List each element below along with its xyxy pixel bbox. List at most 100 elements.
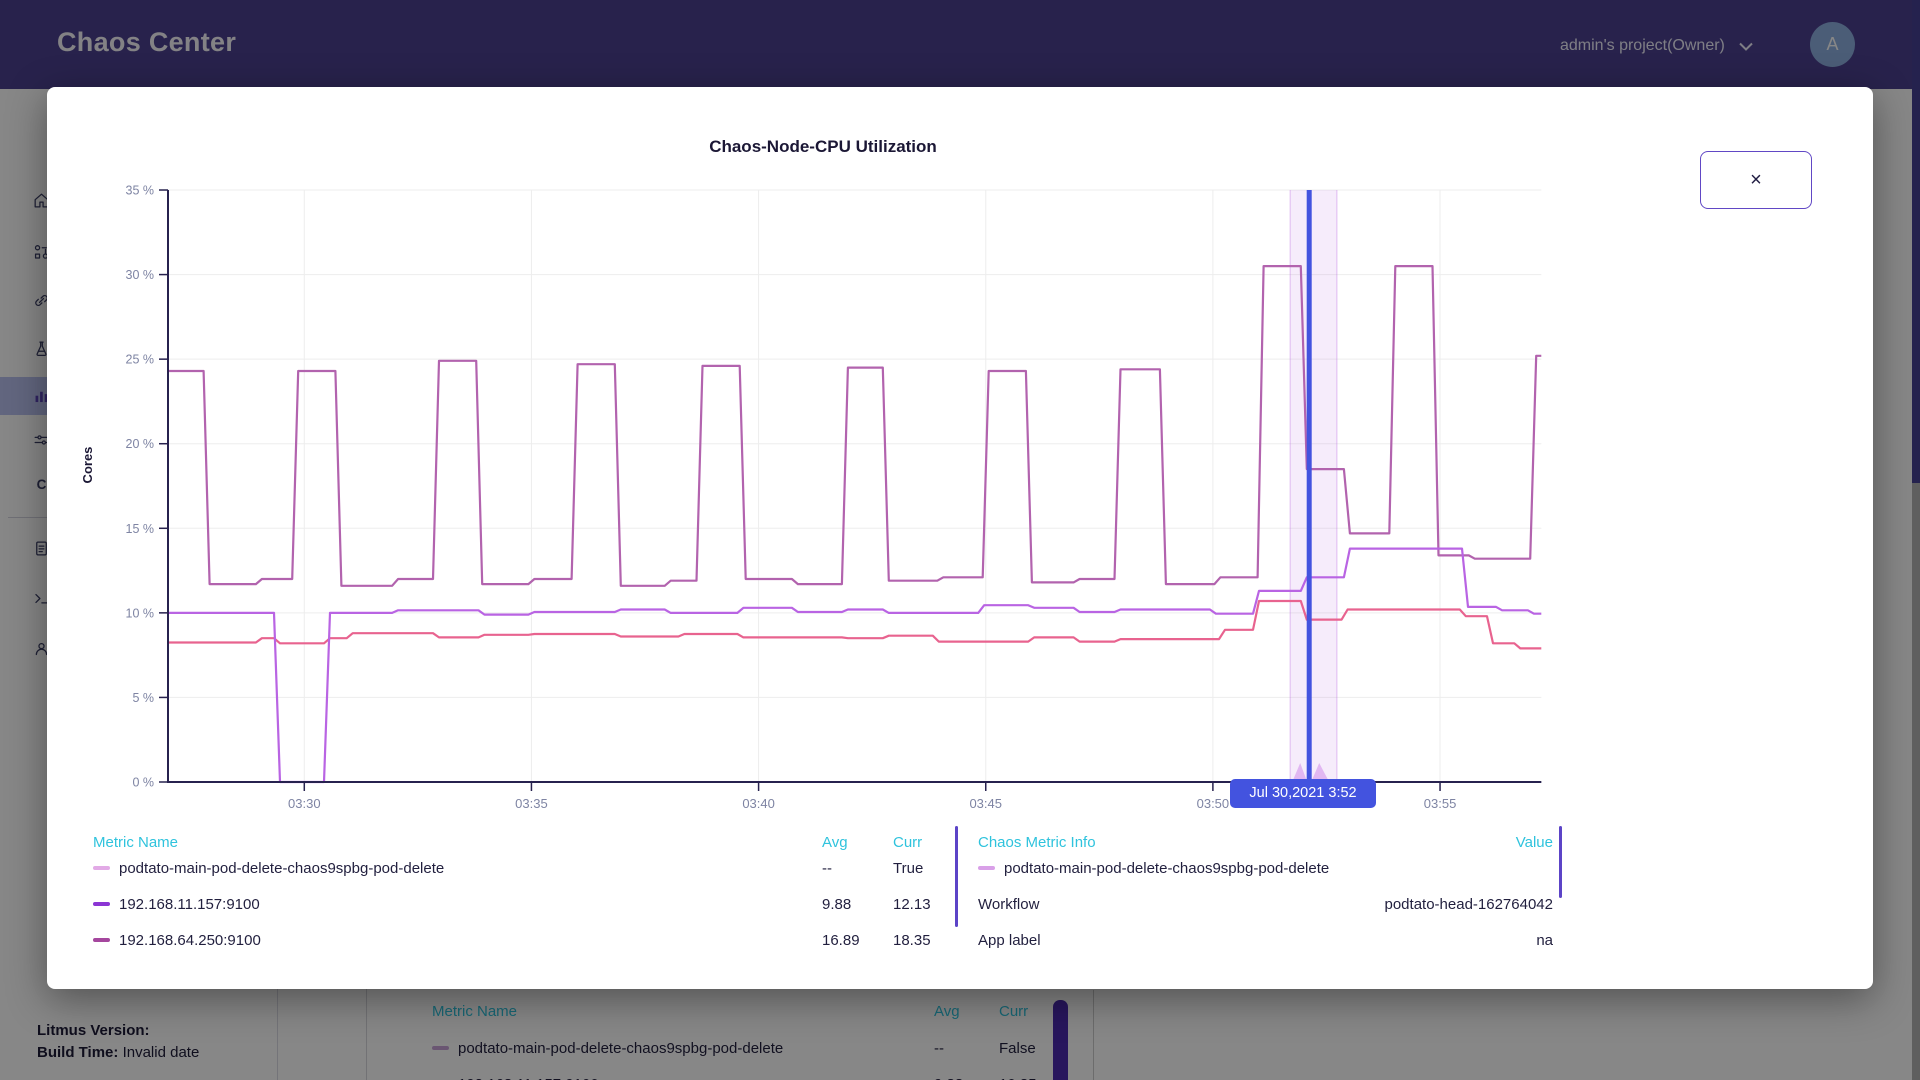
table-row: podtato-main-pod-delete-chaos9spbg-pod-d… xyxy=(978,853,1553,883)
metric-name: 192.168.11.157:9100 xyxy=(458,1076,599,1080)
svg-text:30 %: 30 % xyxy=(126,268,155,282)
table-row: 192.168.11.157:9100 9.88 12.13 xyxy=(93,889,959,919)
workflows-icon xyxy=(34,244,49,259)
series-color-dash xyxy=(432,1046,449,1050)
table-row: App label na xyxy=(978,925,1553,955)
build-time-label: Build Time: xyxy=(37,1044,119,1061)
bg-table-header: Metric Name Avg Curr xyxy=(380,998,1040,1024)
metric-avg: 9.88 xyxy=(934,1076,999,1080)
table-divider xyxy=(1559,826,1562,898)
sidebar-item-support-person[interactable] xyxy=(0,629,277,667)
svg-text:03:55: 03:55 xyxy=(1424,796,1457,811)
metric-name-header: Metric Name xyxy=(93,833,179,851)
series-color-dash xyxy=(93,902,110,906)
svg-text:03:30: 03:30 xyxy=(288,796,321,811)
series-color-dash xyxy=(93,938,110,942)
metric-avg: 9.88 xyxy=(822,895,852,913)
hub-link-icon xyxy=(35,294,48,306)
experiments-flask-icon xyxy=(36,341,47,356)
metric-avg: -- xyxy=(934,1039,944,1057)
metric-name: podtato-main-pod-delete-chaos9spbg-pod-d… xyxy=(119,859,445,877)
metric-avg: -- xyxy=(822,859,832,877)
page-scrollbar-thumb[interactable] xyxy=(1912,0,1920,483)
value-header: Value xyxy=(1515,833,1553,851)
metric-avg: 16.89 xyxy=(822,931,860,949)
support-person-icon xyxy=(35,642,48,655)
svg-text:Cores: Cores xyxy=(80,447,95,484)
community-c-icon: C xyxy=(37,476,47,491)
series-color-dash xyxy=(93,866,110,870)
avg-header: Avg xyxy=(822,833,848,851)
table-divider xyxy=(955,826,958,927)
sidebar-item-community-c[interactable]: C xyxy=(0,465,277,503)
sidebar-item-terminal[interactable] xyxy=(0,579,277,617)
svg-text:10 %: 10 % xyxy=(126,606,155,620)
metric-name: 192.168.11.157:9100 xyxy=(119,895,260,913)
curr-header: Curr xyxy=(999,1002,1029,1020)
app-header: Chaos Center admin's project(Owner) A xyxy=(0,0,1920,89)
metric-table-header: Metric Name Avg Curr xyxy=(93,827,959,857)
chaos-metric-name: App label xyxy=(978,931,1041,949)
build-time-value: Invalid date xyxy=(122,1044,200,1061)
project-name: admin's project(Owner) xyxy=(1560,37,1725,54)
metric-name: podtato-main-pod-delete-chaos9spbg-pod-d… xyxy=(458,1039,784,1057)
litmus-version-label: Litmus Version: xyxy=(37,1022,150,1039)
sidebar-item-home[interactable] xyxy=(0,181,277,219)
sidebar-item-settings-sliders[interactable] xyxy=(0,421,277,459)
sidebar-item-workflows[interactable] xyxy=(0,233,277,271)
chaos-metric-info-header: Chaos Metric Info xyxy=(978,833,1096,851)
chevron-down-icon xyxy=(1739,42,1753,51)
page-scrollbar-track[interactable] xyxy=(1912,0,1920,1080)
sidebar-item-experiments-flask[interactable] xyxy=(0,329,277,367)
sidebar-item-docs[interactable] xyxy=(0,529,277,567)
metric-curr: 18.35 xyxy=(893,931,931,949)
svg-text:0 %: 0 % xyxy=(132,776,154,790)
series-color-dash xyxy=(978,866,995,870)
metric-curr: 10.35 xyxy=(999,1076,1074,1080)
close-button[interactable]: × xyxy=(1700,151,1812,209)
terminal-icon xyxy=(35,593,48,603)
table-row: 192.168.64.250:9100 16.89 18.35 xyxy=(93,925,959,955)
docs-icon xyxy=(36,541,47,555)
table-scrollbar-thumb[interactable] xyxy=(1053,1000,1068,1080)
svg-text:03:40: 03:40 xyxy=(742,796,775,811)
chaos-table-header: Chaos Metric Info Value xyxy=(978,827,1553,857)
avg-header: Avg xyxy=(934,1002,960,1020)
background-metric-table: Metric Name Avg Curr podtato-main-pod-del… xyxy=(380,990,1094,1080)
avatar-letter: A xyxy=(1826,34,1839,54)
metric-name-header: Metric Name xyxy=(432,1002,518,1020)
table-row: 192.168.11.157:9100 9.88 10.35 xyxy=(380,1071,1040,1080)
svg-text:25 %: 25 % xyxy=(126,353,155,367)
metric-curr: 12.13 xyxy=(893,895,931,913)
project-selector[interactable]: admin's project(Owner) xyxy=(1560,33,1753,59)
app-title: Chaos Center xyxy=(57,27,237,57)
cpu-utilization-chart[interactable]: 0 % 5 % 10 % 15 % 20 % 25 % 30 % 35 % 03:30 03:35… xyxy=(47,87,1873,989)
sidebar-item-hub-link[interactable] xyxy=(0,281,277,319)
avatar[interactable]: A xyxy=(1810,22,1855,67)
svg-text:C: C xyxy=(37,476,47,491)
settings-sliders-icon xyxy=(34,434,49,445)
svg-text:5 %: 5 % xyxy=(132,691,154,705)
table-row: Workflow podtato-head-162764042 xyxy=(978,889,1553,919)
home-icon xyxy=(34,193,49,207)
chaos-metric-name: Workflow xyxy=(978,895,1040,913)
analytics-chart-icon xyxy=(35,391,48,402)
close-icon: × xyxy=(1750,168,1762,191)
chart-title: Chaos-Node-CPU Utilization xyxy=(709,137,937,156)
metric-curr: False xyxy=(999,1039,1036,1057)
chart-tooltip: Jul 30,2021 3:52 xyxy=(1230,779,1376,808)
chaos-metric-value: na xyxy=(1536,931,1553,949)
metric-name: 192.168.64.250:9100 xyxy=(119,931,261,949)
version-info: Litmus Version: Build Time: Invalid date xyxy=(37,1020,199,1064)
metric-curr: True xyxy=(893,859,924,877)
svg-text:03:45: 03:45 xyxy=(969,796,1002,811)
chaos-metric-name: podtato-main-pod-delete-chaos9spbg-pod-d… xyxy=(1004,859,1330,877)
curr-header: Curr xyxy=(893,833,923,851)
svg-text:03:35: 03:35 xyxy=(515,796,548,811)
svg-text:03:50: 03:50 xyxy=(1197,796,1230,811)
chaos-metric-value: podtato-head-162764042 xyxy=(1384,895,1554,913)
chart-modal: Chaos-Node-CPU Utilization × 0 % 5 % 10 % 1… xyxy=(47,87,1873,989)
table-row: podtato-main-pod-delete-chaos9spbg-pod-d… xyxy=(93,853,959,883)
svg-text:15 %: 15 % xyxy=(126,522,155,536)
